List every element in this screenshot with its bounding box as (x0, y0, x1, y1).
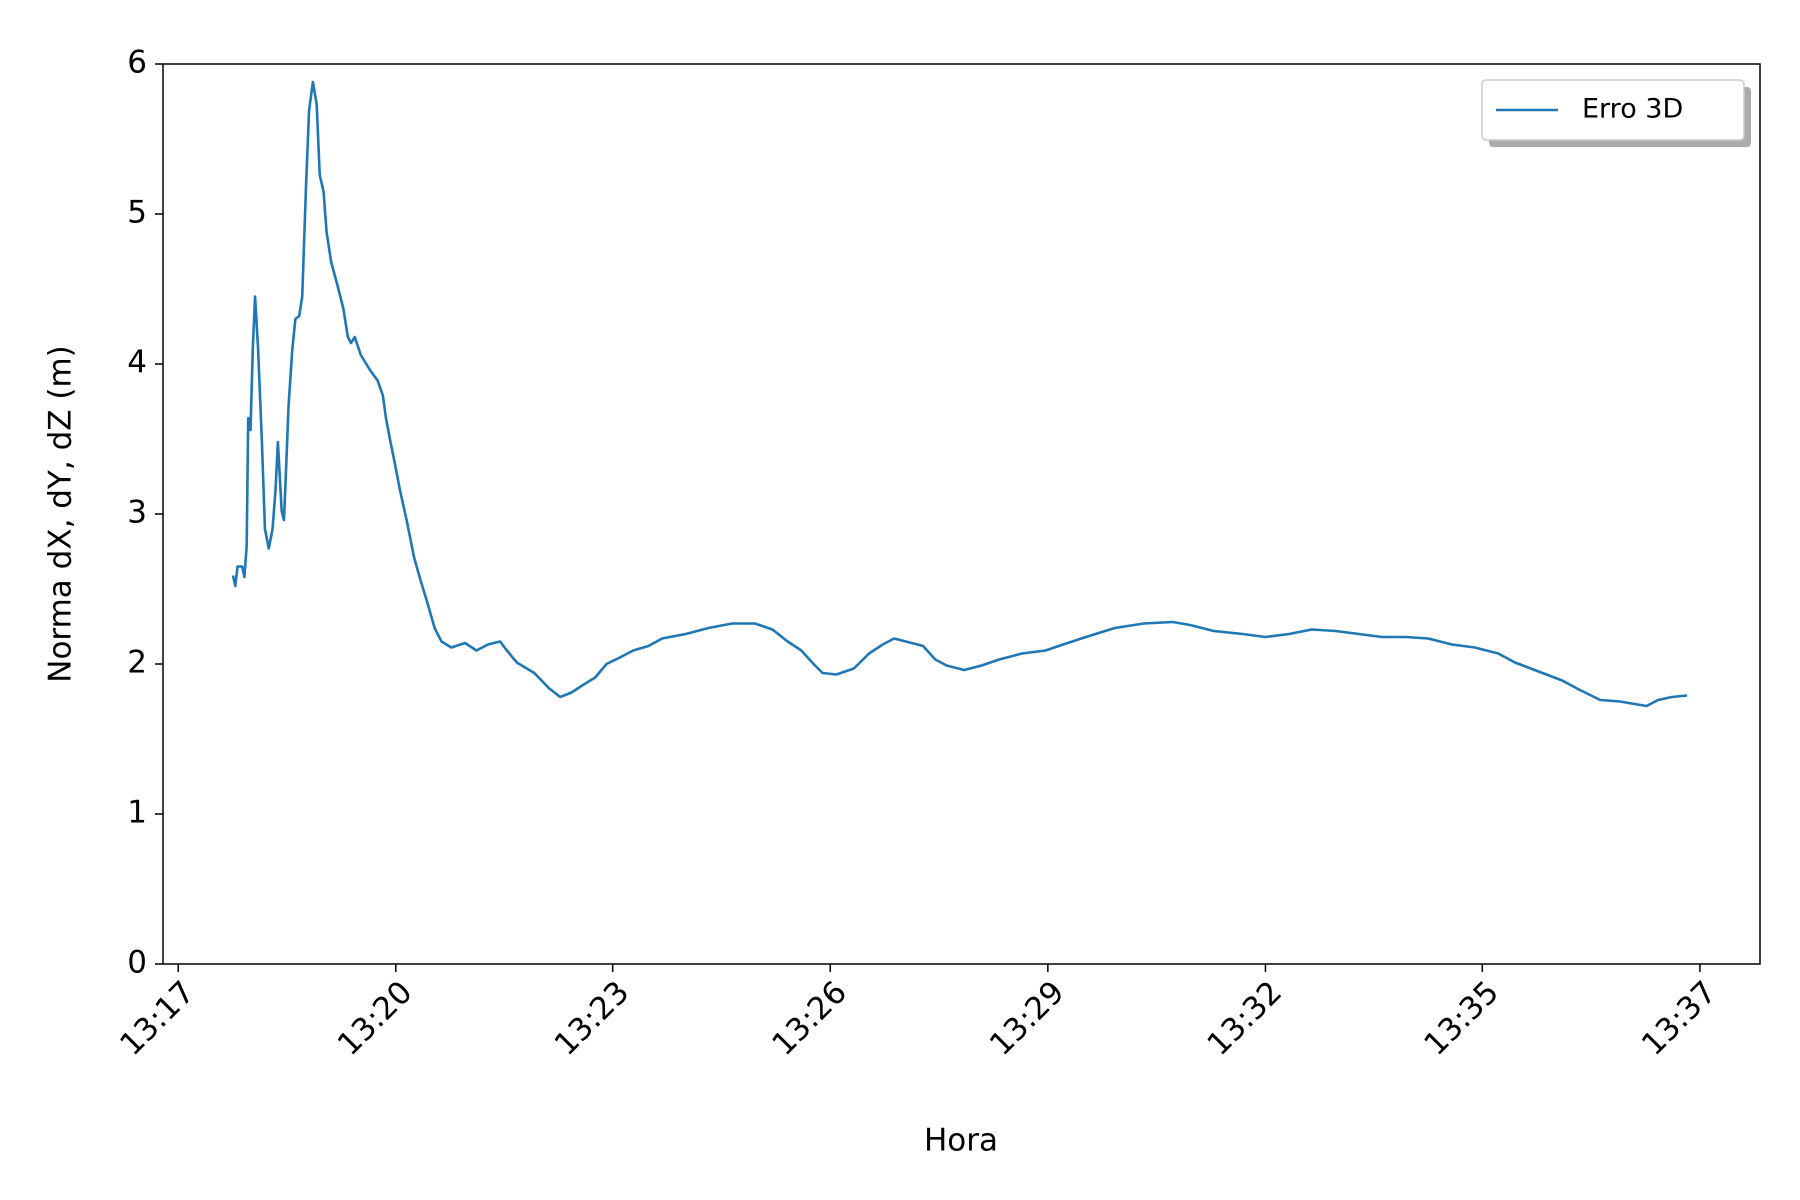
y-tick-label: 5 (127, 195, 147, 231)
y-tick-label: 0 (127, 945, 147, 981)
x-tick-label: 13:35 (1417, 974, 1506, 1063)
x-tick-label: 13:29 (983, 974, 1072, 1063)
y-tick-label: 1 (127, 795, 147, 831)
y-axis-label: Norma dX, dY, dZ (m) (43, 345, 79, 683)
x-tick-label: 13:26 (765, 974, 854, 1063)
y-tick-label: 3 (127, 495, 147, 531)
legend-box (1481, 79, 1745, 141)
plot-frame (162, 63, 1761, 965)
y-tick-label: 4 (127, 345, 147, 381)
y-tick-label: 2 (127, 645, 147, 681)
x-tick-label: 13:23 (548, 974, 637, 1063)
data-line (231, 80, 1688, 708)
legend: Erro 3D (1481, 79, 1751, 147)
x-tick-label: 13:20 (331, 974, 420, 1063)
x-tick-label: 13:32 (1200, 974, 1289, 1063)
x-tick-label: 13:17 (113, 974, 202, 1063)
x-axis-label: Hora (924, 1123, 998, 1159)
y-tick-label: 6 (127, 45, 147, 81)
legend-label: Erro 3D (1582, 94, 1683, 125)
x-tick-label: 13:37 (1635, 974, 1724, 1063)
